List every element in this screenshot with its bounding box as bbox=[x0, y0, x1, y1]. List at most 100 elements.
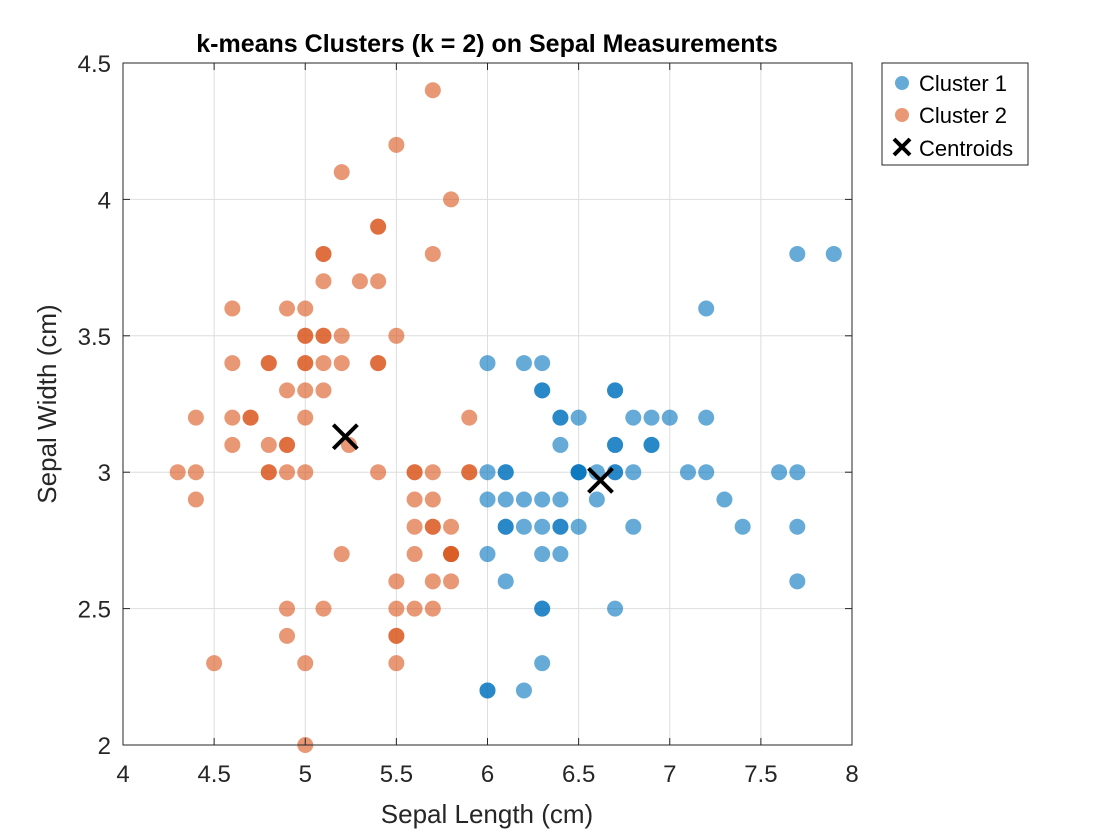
y-tick-label: 3 bbox=[98, 460, 111, 487]
x-tick-label: 4.5 bbox=[197, 761, 230, 788]
centroid-marker bbox=[331, 423, 359, 451]
cluster-2-point bbox=[443, 546, 460, 563]
cluster-2-point bbox=[206, 655, 223, 672]
cluster-2-point bbox=[224, 355, 241, 372]
cluster-1-point bbox=[497, 491, 514, 508]
cluster-2-point bbox=[187, 464, 204, 481]
cluster-1-point bbox=[588, 464, 605, 481]
cluster-2-point bbox=[315, 327, 332, 344]
y-tick-label: 3.5 bbox=[78, 324, 111, 351]
legend-label-centroids: Centroids bbox=[919, 136, 1013, 161]
cluster-2-point bbox=[406, 518, 423, 535]
x-tick-label: 4 bbox=[116, 761, 129, 788]
cluster-1-point bbox=[497, 518, 514, 535]
cluster-2-point bbox=[297, 464, 314, 481]
y-tick-label: 2.5 bbox=[78, 597, 111, 624]
cluster-2-point bbox=[260, 436, 277, 453]
centroid-marker bbox=[587, 466, 614, 494]
cluster-1-point bbox=[552, 436, 569, 453]
cluster-1-point bbox=[734, 518, 751, 535]
cluster-2-point bbox=[297, 327, 314, 344]
cluster-1-point bbox=[789, 464, 806, 481]
cluster-1-point bbox=[497, 464, 514, 481]
cluster-1-point bbox=[552, 491, 569, 508]
cluster-2-point bbox=[388, 600, 405, 617]
cluster-1-point bbox=[515, 518, 532, 535]
cluster-1-point bbox=[479, 464, 496, 481]
cluster-2-point bbox=[169, 464, 186, 481]
cluster-2-point bbox=[443, 518, 460, 535]
cluster-2-point bbox=[406, 546, 423, 563]
cluster-1-point bbox=[552, 518, 569, 535]
y-tick-label: 4 bbox=[98, 187, 111, 214]
x-tick-label: 6 bbox=[481, 761, 494, 788]
cluster-1-point bbox=[570, 464, 587, 481]
cluster-2-point bbox=[242, 409, 259, 426]
cluster-2-point bbox=[260, 464, 277, 481]
cluster-2-point bbox=[388, 136, 405, 153]
cluster-1-point bbox=[534, 355, 551, 372]
cluster-2-point bbox=[297, 300, 314, 317]
cluster-2-point bbox=[187, 491, 204, 508]
cluster-1-point bbox=[789, 245, 806, 262]
cluster-1-point bbox=[643, 409, 660, 426]
cluster-2-point bbox=[333, 546, 350, 563]
legend-marker-centroids bbox=[892, 137, 912, 157]
x-tick-label: 7 bbox=[663, 761, 676, 788]
cluster-2-point bbox=[424, 518, 441, 535]
cluster-1-point bbox=[679, 464, 696, 481]
cluster-1-point bbox=[607, 600, 624, 617]
cluster-2-point bbox=[279, 436, 296, 453]
cluster-2-point bbox=[297, 409, 314, 426]
cluster-2-point bbox=[333, 327, 350, 344]
legend: Cluster 1 Cluster 2 Centroids bbox=[881, 62, 1029, 166]
cluster-1-point bbox=[534, 655, 551, 672]
cluster-2-point bbox=[406, 600, 423, 617]
cluster-1-point bbox=[570, 518, 587, 535]
cluster-2-point bbox=[315, 355, 332, 372]
cluster-1-point bbox=[479, 355, 496, 372]
cluster-1-point bbox=[570, 409, 587, 426]
cluster-2-point bbox=[297, 355, 314, 372]
cluster-1-point bbox=[552, 546, 569, 563]
cluster-2-point bbox=[424, 82, 441, 99]
cluster-1-point bbox=[661, 409, 678, 426]
cluster-2-point bbox=[224, 409, 241, 426]
cluster-2-point bbox=[406, 491, 423, 508]
cluster-2-point bbox=[388, 655, 405, 672]
cluster-1-point bbox=[534, 600, 551, 617]
cluster-2-point bbox=[370, 273, 387, 290]
cluster-1-point bbox=[607, 382, 624, 399]
cluster-1-point bbox=[534, 382, 551, 399]
cluster-2-point bbox=[370, 218, 387, 235]
cluster-1-point bbox=[789, 518, 806, 535]
cluster-2-point bbox=[443, 573, 460, 590]
cluster-1-point bbox=[625, 464, 642, 481]
legend-marker-cluster-2 bbox=[895, 108, 909, 122]
centroid-markers bbox=[331, 423, 614, 494]
x-tick-label: 8 bbox=[845, 761, 858, 788]
cluster-1-point bbox=[534, 491, 551, 508]
cluster-2-point bbox=[187, 409, 204, 426]
y-tick-label: 4.5 bbox=[78, 51, 111, 78]
cluster-1-point bbox=[716, 491, 733, 508]
cluster-2-point bbox=[315, 273, 332, 290]
axis-ticks: 4 4.5 5 5.5 6 6.5 7 7.5 8 2 2.5 3 3.5 4 4.5 bbox=[78, 51, 859, 788]
cluster-1-point bbox=[698, 300, 715, 317]
cluster-1-point bbox=[789, 573, 806, 590]
cluster-2-point bbox=[388, 327, 405, 344]
cluster-2-point bbox=[279, 627, 296, 644]
cluster-2-point bbox=[297, 382, 314, 399]
cluster-1-point bbox=[607, 436, 624, 453]
x-tick-label: 6.5 bbox=[562, 761, 595, 788]
cluster-1-point bbox=[552, 409, 569, 426]
cluster-2-point bbox=[370, 464, 387, 481]
cluster-1-point bbox=[643, 436, 660, 453]
cluster-2-point bbox=[260, 355, 277, 372]
cluster-1-point bbox=[534, 518, 551, 535]
cluster-2-point bbox=[279, 600, 296, 617]
legend-label-cluster-2: Cluster 2 bbox=[919, 103, 1007, 128]
cluster-1-point bbox=[825, 245, 842, 262]
